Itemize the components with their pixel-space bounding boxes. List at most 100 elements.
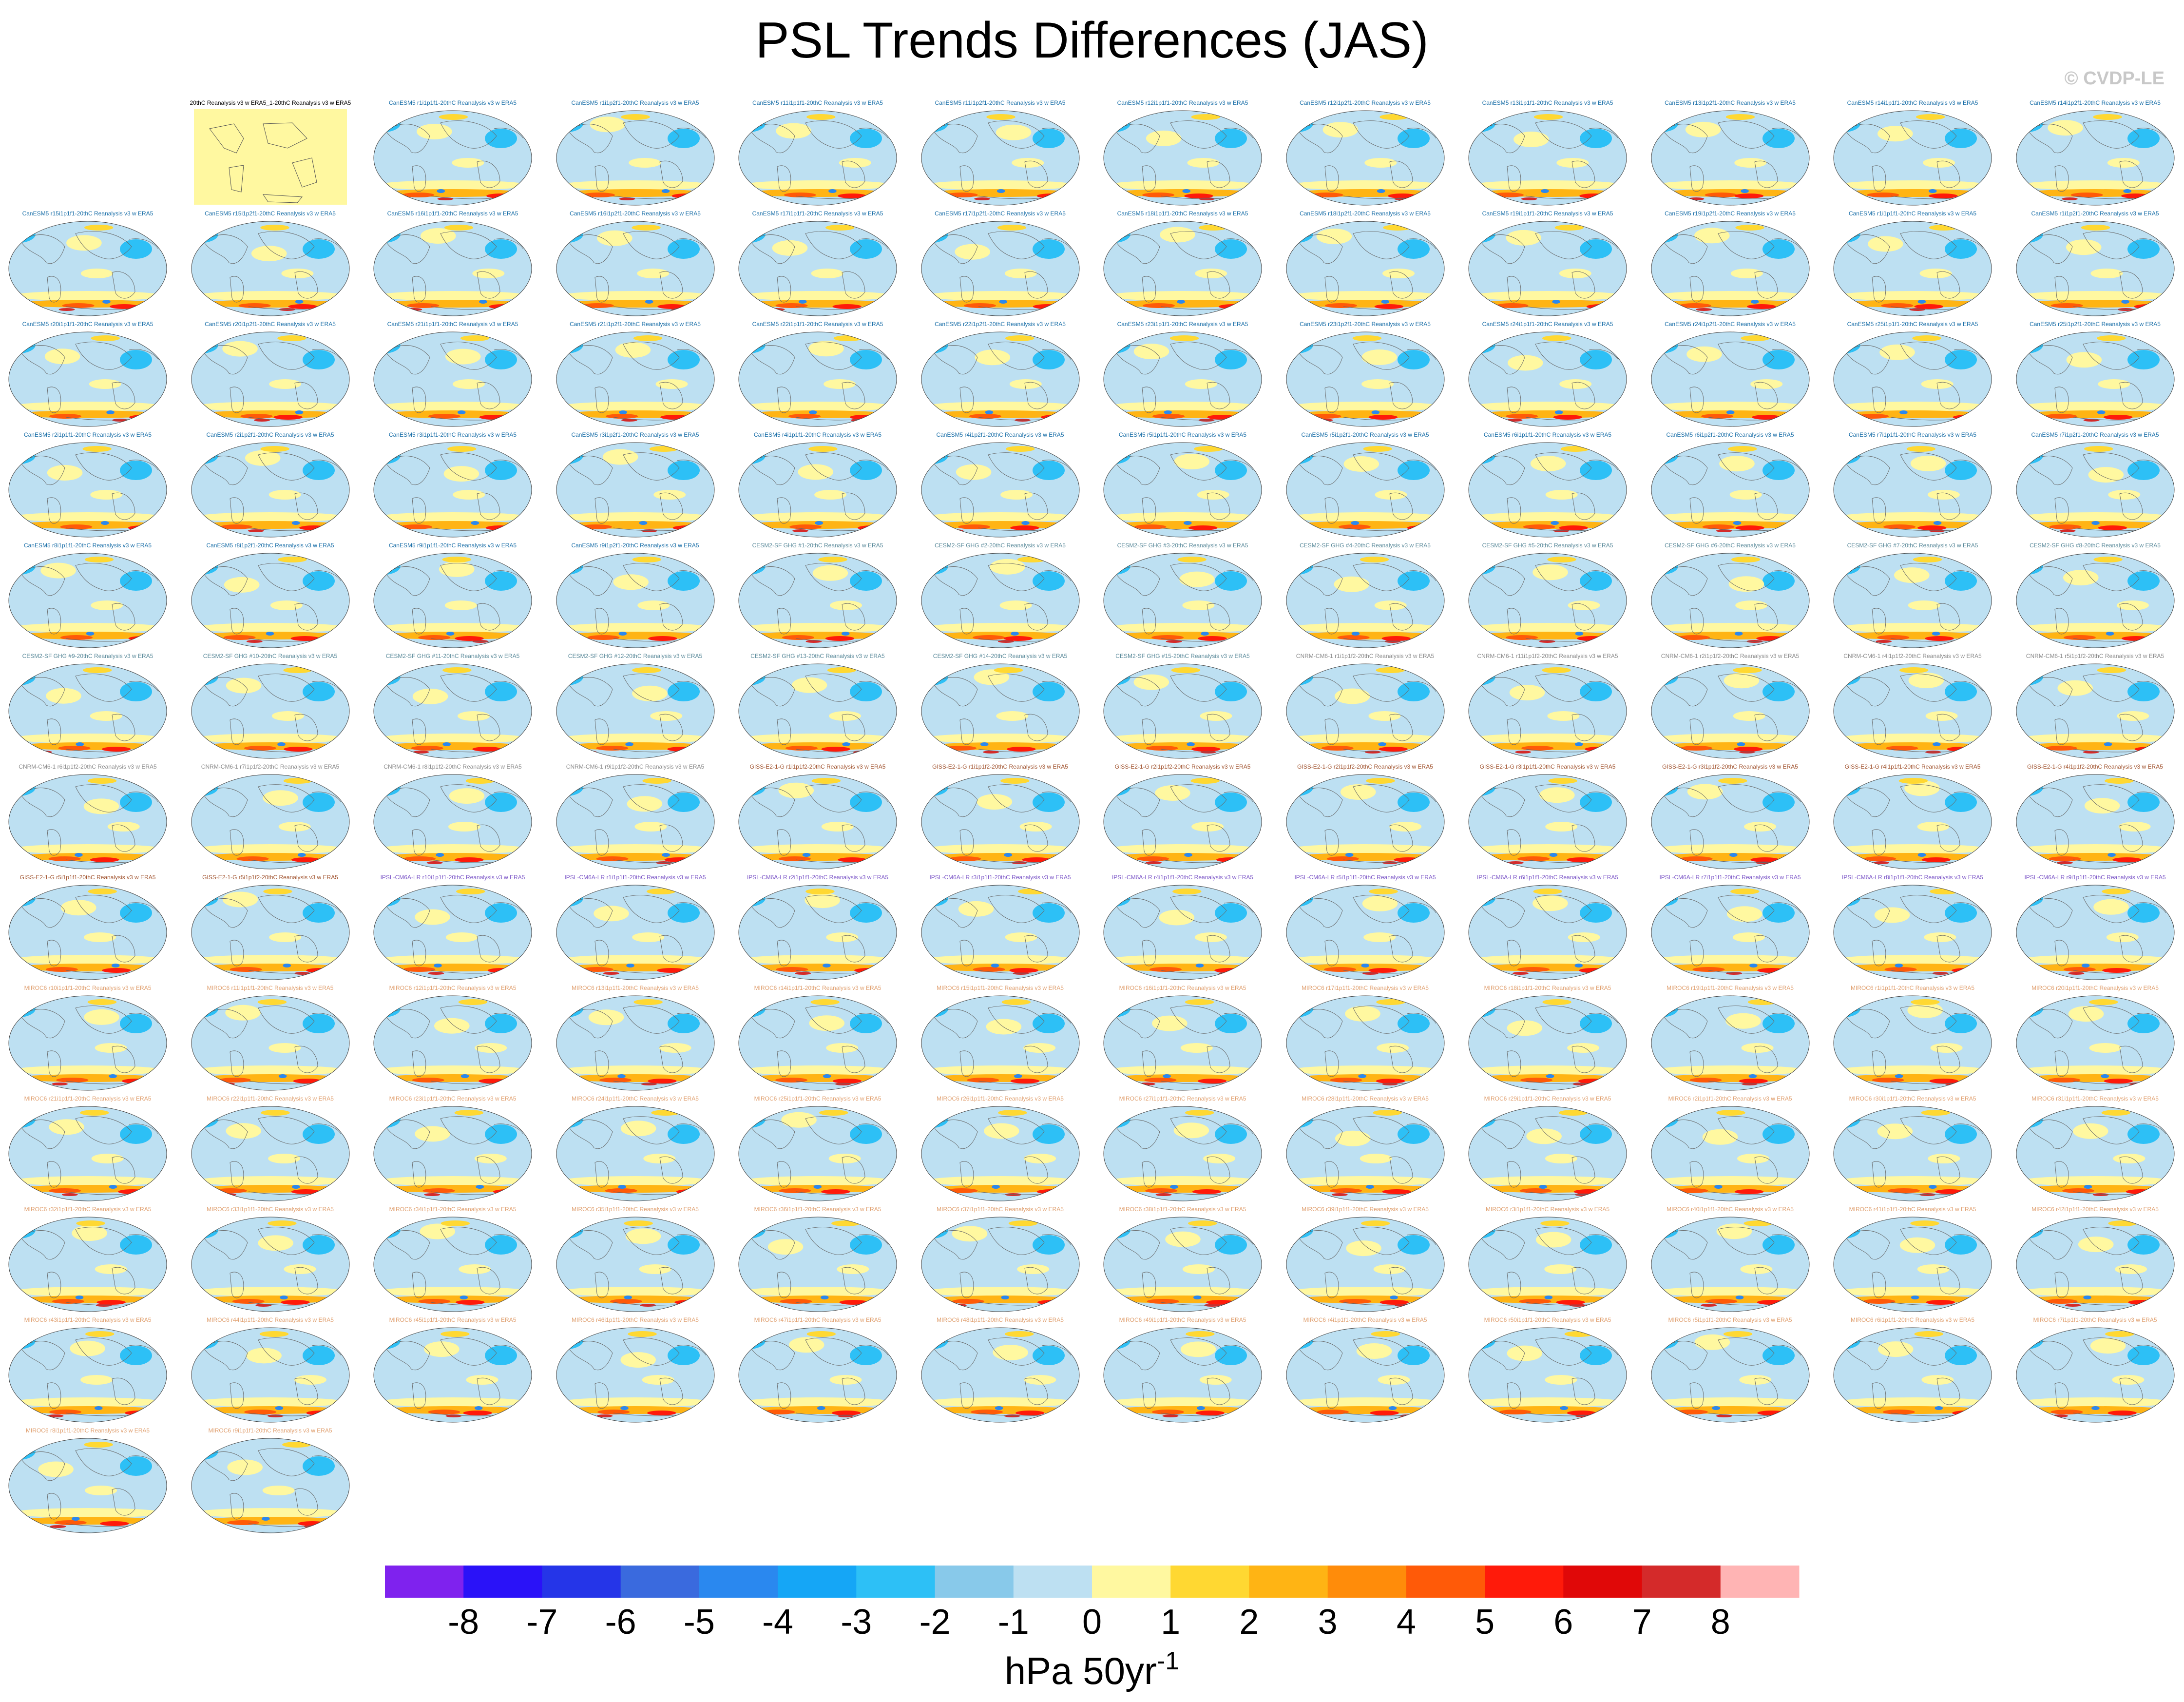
- trend-region: [1567, 1043, 1600, 1053]
- trend-region: [1653, 955, 1807, 965]
- trend-region: [1726, 410, 1734, 414]
- map-panel: CanESM5 r17i1p1f1-20thC Reanalysis v3 w …: [737, 209, 898, 320]
- trend-map: [8, 995, 167, 1091]
- panel-title: GISS-E2-1-G r5i1p1f1-20thC Reanalysis v3…: [19, 874, 156, 881]
- map-panel: MIROC6 r34i1p1f1-20thC Reanalysis v3 w E…: [372, 1205, 533, 1316]
- trend-region: [2044, 414, 2077, 419]
- map-panel: MIROC6 r16i1p1f1-20thC Reanalysis v3 w E…: [1102, 984, 1263, 1095]
- trend-region: [15, 1406, 160, 1414]
- trend-region: [1151, 1410, 1184, 1414]
- trend-region: [558, 1176, 712, 1186]
- map-panel: CanESM5 r13i1p2f1-20thC Reanalysis v3 w …: [1650, 98, 1811, 210]
- trend-region: [198, 964, 343, 971]
- map-outline: [1103, 774, 1262, 870]
- trend-map: [1103, 663, 1262, 759]
- trend-region: [2018, 623, 2172, 633]
- trend-region: [928, 853, 1073, 861]
- trend-region: [1680, 856, 1713, 861]
- map-outline: [1651, 1327, 1809, 1423]
- map-panel: MIROC6 r35i1p1f1-20thC Reanalysis v3 w E…: [555, 1205, 716, 1316]
- trend-region: [376, 1065, 529, 1075]
- trend-region: [776, 967, 808, 972]
- trend-region: [1133, 344, 1169, 360]
- map-panel: CanESM5 r18i1p1f1-20thC Reanalysis v3 w …: [1102, 209, 1263, 320]
- trend-region: [2018, 402, 2172, 411]
- trend-region: [1365, 1185, 1374, 1189]
- trend-region: [1930, 889, 1959, 894]
- panel-title: CanESM5 r23i1p1f1-20thC Reanalysis v3 w …: [1117, 321, 1248, 328]
- panel-title: MIROC6 r22i1p1f1-20thC Reanalysis v3 w E…: [207, 1095, 334, 1102]
- trend-region: [1914, 1331, 1943, 1337]
- trend-region: [1658, 300, 1802, 308]
- trend-region: [828, 1154, 861, 1163]
- panel-title: MIROC6 r35i1p1f1-20thC Reanalysis v3 w E…: [572, 1206, 699, 1213]
- coastline: [1845, 1337, 1984, 1416]
- coastline: [2028, 784, 2166, 863]
- panel-title: CanESM5 r2i1p2f1-20thC Reanalysis v3 w E…: [206, 431, 334, 438]
- trend-region: [1163, 1074, 1171, 1078]
- trend-region: [1215, 903, 1247, 923]
- panel-title: CanESM5 r1i1p2f1-20thC Reanalysis v3 w E…: [571, 99, 699, 106]
- trend-region: [1179, 571, 1215, 587]
- coastline: [750, 1116, 889, 1195]
- trend-region: [1762, 1346, 1795, 1365]
- map-panel: MIROC6 r2i1p1f1-20thC Reanalysis v3 w ER…: [1650, 1094, 1811, 1205]
- trend-map: [373, 774, 532, 870]
- trend-region: [445, 348, 481, 365]
- trend-map: [556, 1327, 714, 1423]
- trend-region: [193, 512, 347, 522]
- trend-map: [1833, 1217, 1992, 1312]
- trend-region: [667, 571, 700, 591]
- map-panel: MIROC6 r4i1p1f1-20thC Reanalysis v3 w ER…: [1285, 1315, 1446, 1427]
- trend-region: [38, 1461, 74, 1477]
- trend-region: [1198, 636, 1227, 641]
- trend-region: [1725, 1013, 1761, 1029]
- map-panel: MIROC6 r17i1p1f1-20thC Reanalysis v3 w E…: [1285, 984, 1446, 1095]
- trend-region: [2084, 798, 2120, 814]
- trend-region: [193, 734, 347, 743]
- trend-map: [921, 221, 1079, 316]
- trend-region: [1369, 1411, 1399, 1415]
- trend-map: [8, 442, 167, 538]
- panel-title: MIROC6 r8i1p1f1-20thC Reanalysis v3 w ER…: [25, 1427, 150, 1434]
- coastline: [1845, 895, 1984, 974]
- trend-region: [198, 1074, 343, 1082]
- trend-map: [1286, 1217, 1444, 1312]
- trend-region: [986, 114, 1015, 120]
- trend-region: [850, 1346, 882, 1365]
- trend-region: [2088, 999, 2118, 1005]
- trend-region: [11, 1397, 164, 1407]
- trend-region: [973, 967, 1005, 972]
- trend-region: [223, 635, 256, 640]
- trend-map: [2016, 1106, 2174, 1201]
- trend-region: [1191, 114, 1220, 120]
- coastline: [20, 452, 159, 531]
- panel-title: IPSL-CM6A-LR r3i1p1f1-20thC Reanalysis v…: [929, 874, 1071, 881]
- coastline: [1663, 674, 1801, 753]
- trend-region: [859, 861, 875, 864]
- trend-region: [1554, 410, 1563, 414]
- trend-region: [193, 955, 347, 965]
- map-outline: [1103, 331, 1262, 427]
- panel-title: MIROC6 r50i1p1f1-20thC Reanalysis v3 w E…: [1484, 1316, 1611, 1323]
- map-outline: [373, 1327, 532, 1423]
- trend-region: [1836, 180, 1989, 190]
- trend-map: [191, 1438, 349, 1533]
- trend-map: [1286, 221, 1444, 316]
- panel-title: MIROC6 r37i1p1f1-20thC Reanalysis v3 w E…: [937, 1206, 1064, 1213]
- map-panel: MIROC6 r18i1p1f1-20thC Reanalysis v3 w E…: [1467, 984, 1628, 1095]
- trend-region: [1382, 269, 1415, 278]
- trend-region: [2034, 640, 2051, 643]
- trend-region: [1139, 1083, 1156, 1085]
- trend-region: [810, 999, 840, 1005]
- coastline: [1845, 452, 1984, 531]
- map-outline: [2016, 553, 2174, 648]
- trend-region: [220, 524, 252, 529]
- trend-map: [921, 1327, 1079, 1423]
- trend-region: [193, 623, 347, 633]
- trend-map: [1833, 221, 1992, 316]
- trend-region: [558, 512, 712, 522]
- panel-title: IPSL-CM6A-LR r10i1p1f1-20thC Reanalysis …: [380, 874, 525, 881]
- trend-region: [95, 1264, 127, 1274]
- trend-region: [2048, 1078, 2080, 1083]
